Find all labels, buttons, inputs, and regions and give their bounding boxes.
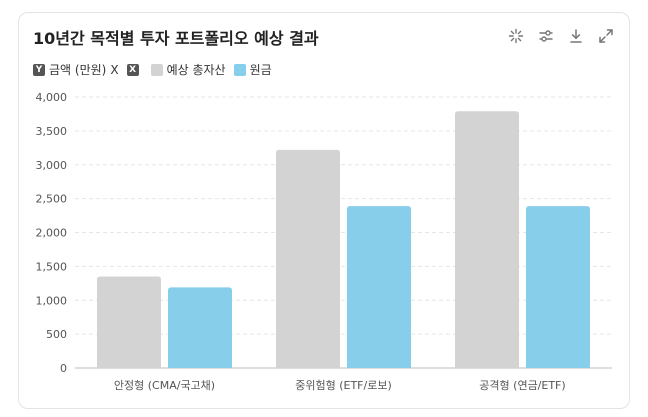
bar-principal[interactable] <box>168 287 232 368</box>
sliders-icon[interactable] <box>537 27 555 45</box>
y-tick-label: 1,500 <box>36 260 68 273</box>
axis-y-chip: Y <box>33 63 45 76</box>
x-tick-label: 중위험형 (ETF/로보) <box>295 379 392 392</box>
download-icon[interactable] <box>567 27 585 45</box>
y-tick-label: 500 <box>46 328 67 341</box>
sparkle-icon[interactable] <box>507 27 525 45</box>
legend-label-total: 예상 총자산 <box>166 63 226 77</box>
bar-total[interactable] <box>455 111 519 368</box>
y-tick-label: 3,500 <box>36 125 68 138</box>
legend-axis-y[interactable]: Y 금액 (만원) X <box>33 61 119 78</box>
x-tick-label: 안정형 (CMA/국고채) <box>114 379 215 392</box>
y-tick-label: 4,000 <box>36 91 68 104</box>
axis-x-chip: X <box>126 63 139 76</box>
y-tick-label: 0 <box>60 362 67 375</box>
legend-swatch-total <box>150 63 163 76</box>
legend-swatch-principal <box>233 63 246 76</box>
legend-series-principal[interactable]: 원금 <box>233 61 272 78</box>
chart-legend: Y 금액 (만원) X X 예상 총자산 원금 <box>33 61 280 78</box>
y-tick-label: 3,000 <box>36 159 68 172</box>
chart-toolbar <box>507 27 615 45</box>
legend-axis-x[interactable]: X <box>126 63 143 76</box>
axis-y-label: 금액 (만원) <box>49 63 107 77</box>
expand-icon[interactable] <box>597 27 615 45</box>
axis-x-chip-label: X <box>110 62 119 77</box>
y-tick-label: 1,000 <box>36 294 68 307</box>
y-tick-label: 2,500 <box>36 193 68 206</box>
bar-principal[interactable] <box>347 206 411 368</box>
bar-total[interactable] <box>97 276 161 368</box>
bar-total[interactable] <box>276 149 340 368</box>
chart-title: 10년간 목적별 투자 포트폴리오 예상 결과 <box>33 29 319 48</box>
y-tick-label: 2,000 <box>36 227 68 240</box>
bar-principal[interactable] <box>526 206 590 368</box>
legend-series-total[interactable]: 예상 총자산 <box>150 61 226 78</box>
legend-label-principal: 원금 <box>249 63 272 77</box>
x-tick-label: 공격형 (연금/ETF) <box>479 379 565 392</box>
